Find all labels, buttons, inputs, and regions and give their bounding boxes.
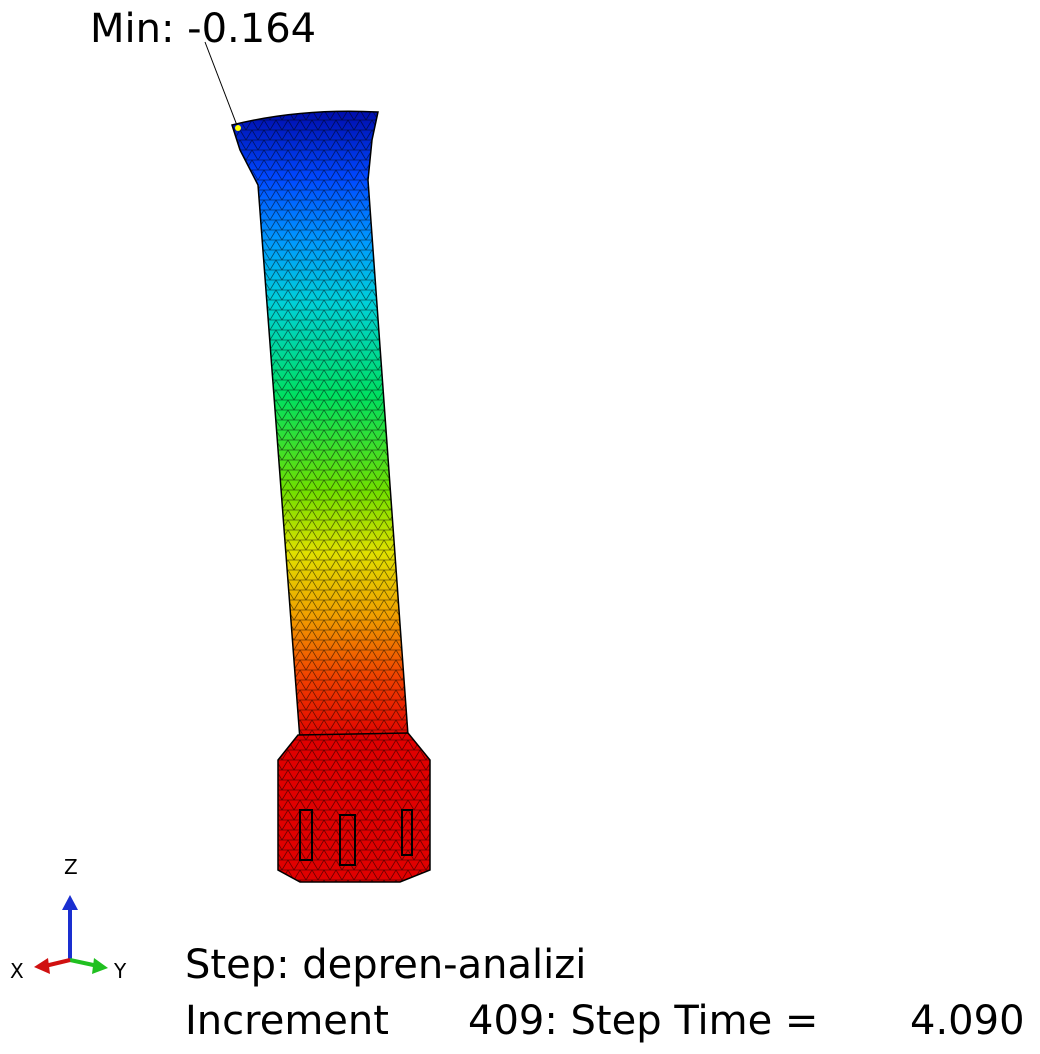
z-label: Z [64,855,78,879]
increment-info: 409: Step Time = [468,998,818,1044]
x-label: X [10,959,24,983]
min-label: Min: -0.164 [90,6,316,52]
increment-label: Increment [185,998,389,1044]
step-time: 4.090 [910,998,1025,1044]
column-model [231,110,431,883]
x-arrow [34,958,50,974]
view-triad: Z X Y [10,855,127,983]
base-panels [299,809,413,866]
y-label: Y [113,959,127,983]
min-marker [235,125,241,131]
z-arrow [62,895,78,910]
column-base-mesh [277,732,431,883]
column-mesh [232,111,408,740]
step-label: Step: depren-analizi [185,942,586,988]
min-leader [204,41,239,129]
x-axis [44,958,71,968]
y-arrow [92,958,108,974]
